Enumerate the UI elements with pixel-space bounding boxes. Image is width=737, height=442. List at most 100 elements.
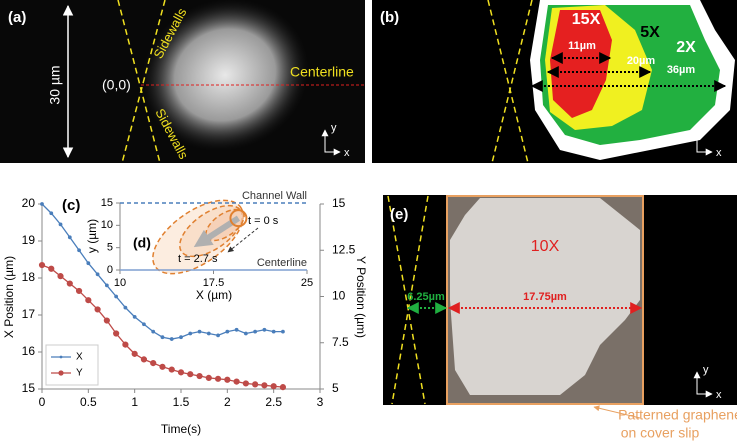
data-point [196, 372, 203, 380]
data-point [253, 329, 258, 334]
note-text: on cover slip [621, 425, 700, 441]
annotation: t = 2.7 s [178, 253, 218, 265]
data-point [40, 202, 44, 206]
x-tick-label: 0 [39, 395, 46, 409]
panel-label: (d) [133, 235, 151, 251]
y-axis-label: X Position (µm) [2, 256, 16, 338]
note-arrow [593, 405, 641, 419]
gap-label: 6.25µm [407, 291, 445, 303]
x-tick-label: 2.5 [265, 395, 282, 409]
data-point [197, 329, 202, 334]
enhancement-label: 10X [531, 238, 560, 255]
legend-box [45, 344, 99, 386]
y2-tick-label: 15 [332, 196, 346, 210]
y-tick-label: 17 [22, 307, 36, 321]
width-label: 11µm [568, 40, 596, 52]
width-label: 36µm [667, 64, 696, 76]
data-point [49, 211, 54, 216]
reference-label: Centerline [257, 257, 307, 269]
data-point [270, 383, 277, 390]
data-point [279, 384, 287, 391]
data-point [95, 272, 100, 277]
start-marker [229, 209, 248, 228]
data-point [206, 331, 211, 336]
data-point [252, 381, 259, 388]
reference-label: Channel Wall [242, 190, 307, 202]
width-label: 17.75µm [523, 291, 567, 303]
data-point [169, 337, 174, 341]
axis-y-label: y [331, 122, 337, 134]
panel-label: (b) [380, 9, 399, 26]
y-tick-label: 0 [107, 264, 113, 276]
legend-label: X [76, 352, 83, 363]
y-tick-label: 15 [101, 197, 113, 209]
sidewall-line [117, 0, 161, 164]
x-tick-label: 25 [301, 277, 313, 289]
sidewall-line [391, 195, 429, 405]
data-point [142, 322, 146, 327]
scale-label: 30 µm [47, 65, 63, 104]
y-tick-label: 5 [107, 242, 113, 254]
data-point [67, 235, 72, 240]
fluorescence-blob [141, 0, 309, 152]
patch-border [446, 195, 644, 405]
axis-y-label: y [703, 122, 709, 134]
data-point [122, 341, 129, 348]
data-point [188, 331, 193, 336]
data-point [94, 306, 101, 313]
y2-tick-label: 10 [332, 289, 346, 303]
chart-d: (d) X (µm) y (µm) t = 0 s t = 2.7 s 10 17… [85, 190, 313, 302]
data-point [281, 329, 285, 334]
x-tick-label: 3 [317, 395, 324, 409]
y-tick-label: 18 [22, 270, 36, 284]
y-tick-label: 19 [22, 233, 36, 247]
data-point [58, 222, 63, 227]
data-point [224, 376, 231, 383]
axis-x-label: x [716, 147, 722, 159]
data-point [86, 261, 91, 266]
data-point [77, 248, 81, 253]
region-label: 2X [676, 39, 696, 56]
data-point [179, 335, 183, 340]
data-point [131, 350, 138, 357]
data-point [123, 305, 128, 310]
data-point [242, 380, 249, 387]
legend-label: Y [76, 368, 83, 379]
axis-x-label: x [344, 147, 350, 159]
data-point [262, 327, 267, 332]
y-axis-label: y (µm) [85, 219, 99, 253]
data-point [271, 329, 276, 334]
data-point [140, 356, 148, 363]
data-point [75, 287, 83, 295]
y2-axis-label: Y Position (µm) [354, 256, 368, 338]
x-tick-label: 1 [131, 395, 138, 409]
data-point [48, 265, 55, 272]
sidewall-line [491, 0, 533, 164]
data-point [104, 283, 109, 288]
region-label: 15X [572, 11, 601, 28]
annotation: t = 0 s [248, 215, 279, 227]
data-point [66, 280, 73, 287]
y2-tick-label: 12.5 [332, 242, 356, 256]
data-point [216, 333, 220, 338]
axis-y-label: y [703, 364, 709, 376]
region-label: 5X [640, 24, 660, 41]
data-point [150, 360, 157, 367]
data-point [177, 369, 185, 376]
axes-icon [693, 371, 713, 398]
data-point [205, 374, 212, 381]
width-label: 20µm [627, 55, 656, 67]
x-axis-label: X (µm) [196, 288, 232, 302]
y2-tick-label: 5 [332, 381, 339, 395]
y-tick-label: 16 [22, 344, 36, 358]
axis-x-label: x [716, 389, 722, 401]
note-text: Patterned graphene [618, 407, 737, 423]
legend-marker [58, 370, 64, 376]
sidewall-line [487, 0, 529, 164]
data-point [243, 331, 248, 336]
data-point [159, 363, 166, 370]
data-point [234, 327, 239, 332]
chart-c: (c) X Position (µm) Y Position (µm) Time… [2, 196, 368, 436]
y-tick-label: 10 [101, 219, 113, 231]
panel-label: (c) [62, 197, 80, 214]
